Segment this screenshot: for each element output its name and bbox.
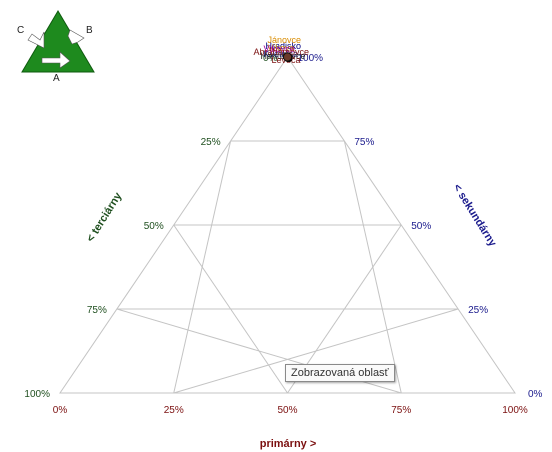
axis-title-right: < sekundárny bbox=[451, 182, 499, 250]
logo-arrow-b bbox=[67, 29, 85, 45]
point-label: Vikova bbox=[268, 43, 295, 53]
tick-left-3: 75% bbox=[87, 305, 107, 316]
tick-bottom-4: 100% bbox=[502, 405, 528, 416]
tick-right-1: 25% bbox=[468, 305, 488, 316]
grid-line-a-1 bbox=[173, 224, 288, 394]
point-label: Abrahámovce bbox=[254, 47, 310, 57]
point-label: Vikovce bbox=[264, 44, 295, 54]
ternary-grid bbox=[59, 56, 516, 394]
tick-bottom-0: 0% bbox=[53, 405, 68, 416]
point-label: Hanušovce bbox=[261, 51, 306, 61]
tick-bottom-2: 50% bbox=[277, 405, 297, 416]
logo-letter-b: B bbox=[86, 25, 93, 36]
logo-letter-c: C bbox=[17, 25, 24, 36]
zoom-area-tooltip: Zobrazovaná oblasť bbox=[285, 364, 395, 382]
point-label: Jánovce bbox=[268, 35, 302, 45]
point-label: Kvetnica bbox=[264, 49, 299, 59]
tick-bottom-3: 75% bbox=[391, 405, 411, 416]
tick-right-0: 0% bbox=[528, 389, 543, 400]
data-point bbox=[283, 52, 292, 62]
tick-right-3: 75% bbox=[354, 137, 374, 148]
tick-left-0: 0% bbox=[263, 53, 278, 64]
axis-title-bottom: primárny > bbox=[260, 438, 317, 450]
tick-right-2: 50% bbox=[411, 221, 431, 232]
abc-recycle-logo: C B A bbox=[17, 10, 95, 84]
logo-arrow-c bbox=[27, 31, 45, 49]
logo-arrow-a bbox=[41, 51, 71, 69]
grid-line-b-2 bbox=[343, 140, 402, 394]
tick-right-4: 100% bbox=[298, 53, 324, 64]
tick-bottom-1: 25% bbox=[164, 405, 184, 416]
logo-letter-a: A bbox=[53, 73, 60, 84]
axis-title-left: < terciárny bbox=[85, 190, 125, 245]
tick-left-2: 50% bbox=[144, 221, 164, 232]
axis-ticks: 0% 25% 50% 75% 100%0%25%50%75%100%0%25%50%75… bbox=[24, 53, 542, 416]
data-points: HradiskoJánovceVikovaVikovceKvetnicaAbra… bbox=[254, 35, 310, 65]
point-label: Hradisko bbox=[266, 41, 302, 51]
tick-left-1: 25% bbox=[201, 137, 221, 148]
tick-left-4: 100% bbox=[24, 389, 50, 400]
